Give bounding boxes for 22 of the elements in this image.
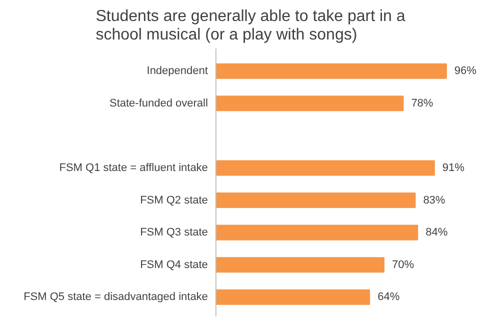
chart-title: Students are generally able to take part in a school musical (or a play with songs) [96, 8, 406, 44]
bar [215, 289, 370, 305]
data-label: 78% [411, 97, 434, 110]
data-label: 91% [442, 162, 465, 174]
y-tick-label: FSM Q3 state [140, 226, 208, 239]
y-tick-label: Independent [146, 65, 208, 78]
data-label: 70% [392, 258, 414, 271]
bar [215, 192, 416, 208]
bar [215, 224, 418, 240]
data-label: 96% [454, 65, 477, 78]
y-tick-label: FSM Q1 state = affluent intake [59, 162, 208, 174]
y-tick-label: FSM Q2 state [140, 194, 208, 206]
y-tick-label: FSM Q4 state [140, 258, 208, 271]
data-label: 64% [378, 291, 400, 304]
data-label: 84% [426, 226, 448, 239]
bar [215, 257, 384, 273]
y-tick-label: State-funded overall [109, 97, 208, 110]
data-label: 83% [423, 194, 446, 206]
y-tick-label: FSM Q5 state = disadvantaged intake [24, 291, 208, 304]
bar [215, 96, 404, 112]
bar [215, 160, 435, 176]
bar [215, 63, 447, 79]
